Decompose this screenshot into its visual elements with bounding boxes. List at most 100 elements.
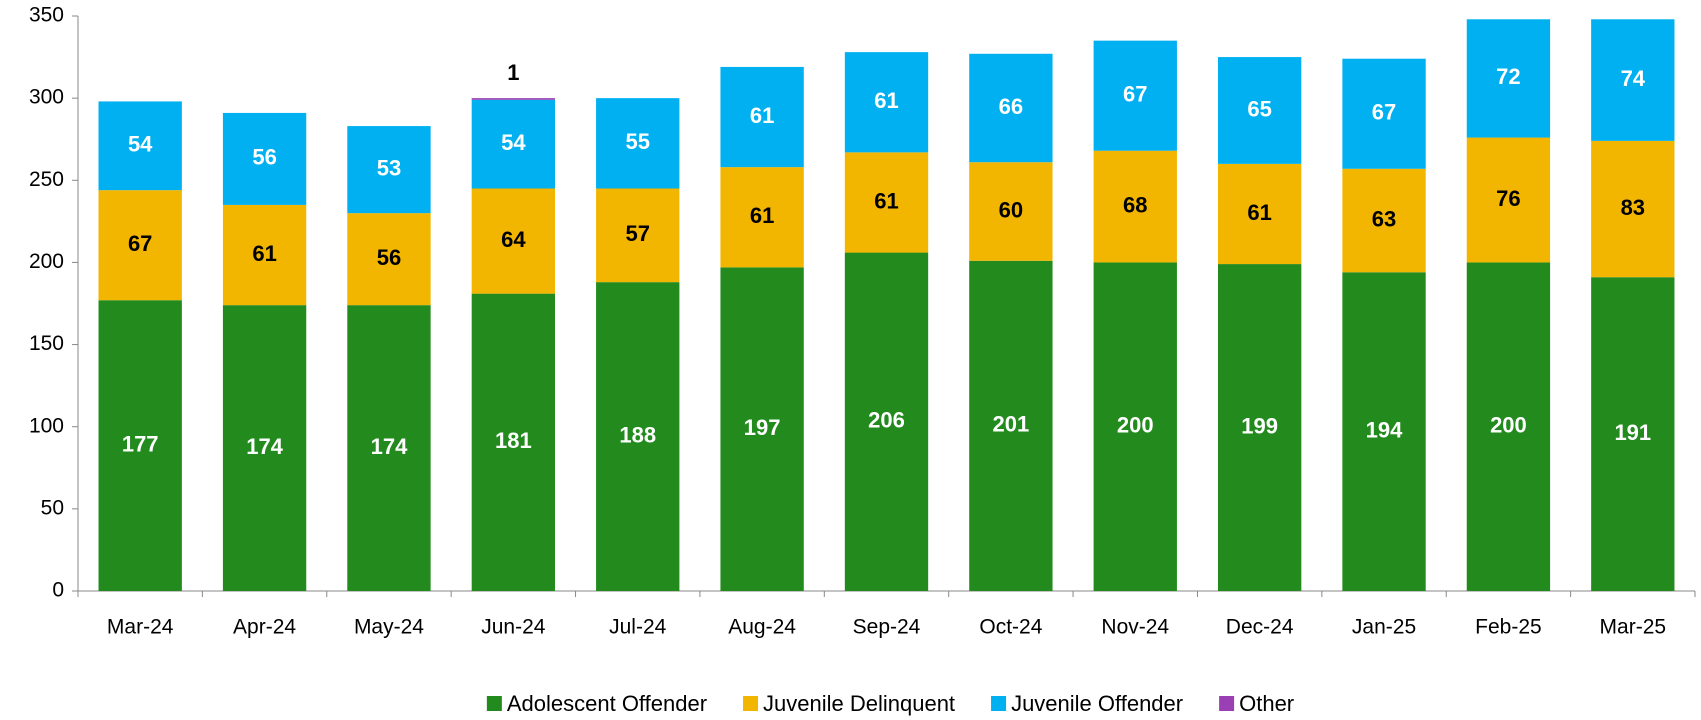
data-label: 66: [999, 94, 1023, 119]
y-tick-label: 200: [29, 250, 64, 273]
bar-segment: [1591, 140, 1675, 278]
x-tick-label: Feb-25: [1475, 616, 1542, 639]
bar-segment: [969, 53, 1053, 163]
y-tick-label: 150: [29, 332, 64, 355]
data-label: 199: [1241, 413, 1278, 438]
bar-segment: [471, 293, 556, 591]
bar-segment: [98, 300, 182, 591]
bar-segment: [347, 213, 431, 306]
data-label: 65: [1247, 96, 1271, 121]
legend-label: Juvenile Delinquent: [763, 691, 955, 716]
bar-segment: [222, 112, 307, 205]
data-label: 60: [999, 197, 1023, 222]
x-tick-label: Nov-24: [1101, 616, 1169, 639]
data-label: 188: [619, 422, 656, 447]
bar-segment: [471, 98, 556, 100]
x-tick-label: Oct-24: [979, 616, 1042, 639]
bar-segment: [1217, 163, 1302, 265]
bar-segment: [969, 260, 1053, 591]
data-label: 197: [744, 415, 781, 440]
x-tick-label: Mar-25: [1600, 616, 1667, 639]
x-tick-label: Apr-24: [233, 616, 296, 639]
data-label: 201: [993, 412, 1030, 437]
bar-segment: [1591, 277, 1675, 591]
bar-segment: [720, 66, 804, 168]
data-label: 67: [1123, 81, 1147, 106]
data-label: 61: [252, 241, 276, 266]
data-label: 53: [377, 155, 401, 180]
data-label: 206: [868, 408, 905, 433]
y-tick-label: 100: [29, 414, 64, 437]
y-tick-label: 300: [29, 86, 64, 109]
bar-segment: [1591, 19, 1675, 141]
data-label: 181: [495, 428, 532, 453]
data-label: 56: [252, 145, 276, 170]
data-label: 61: [874, 88, 898, 113]
bar-segment: [596, 188, 680, 283]
bar-segment: [222, 305, 307, 591]
data-label: 61: [1247, 200, 1271, 225]
data-label: 61: [874, 188, 898, 213]
bar-segment: [98, 101, 182, 191]
x-tick-label: Sep-24: [853, 616, 921, 639]
data-label: 56: [377, 245, 401, 270]
legend-swatch: [1219, 696, 1235, 711]
x-tick-label: Jun-24: [481, 616, 546, 639]
data-label: 174: [246, 434, 283, 459]
legend-label: Juvenile Offender: [1011, 691, 1183, 716]
bar-segment: [222, 204, 307, 306]
bar-segment: [844, 252, 929, 592]
data-label: 67: [128, 231, 152, 256]
data-label: 67: [1372, 100, 1396, 125]
bar-segment: [347, 305, 431, 591]
bar-segment: [471, 188, 556, 294]
bar-segment: [596, 282, 680, 591]
data-label: 177: [122, 431, 159, 456]
y-tick-label: 250: [29, 168, 64, 191]
bar-segment: [1466, 137, 1551, 263]
bar-segment: [1466, 262, 1551, 591]
data-label: 200: [1490, 413, 1527, 438]
x-tick-label: Mar-24: [107, 616, 174, 639]
bar-segment: [1342, 272, 1426, 591]
data-label: 76: [1496, 186, 1520, 211]
legend-swatch: [486, 696, 502, 711]
data-label: 191: [1614, 420, 1651, 445]
bar-segment: [98, 190, 182, 301]
legend-swatch: [991, 696, 1007, 711]
bar-segment: [1093, 150, 1177, 263]
legend-label: Other: [1239, 691, 1294, 716]
data-label: 174: [371, 434, 408, 459]
bar-segment: [844, 152, 929, 253]
bar-segment: [471, 99, 556, 189]
y-tick-label: 350: [29, 4, 64, 27]
data-label: 74: [1621, 66, 1646, 91]
data-label: 61: [750, 103, 774, 128]
bar-segment: [720, 267, 804, 591]
legend-label: Adolescent Offender: [507, 691, 707, 716]
data-label: 54: [501, 130, 526, 155]
bar-segment: [596, 98, 680, 189]
data-label: 68: [1123, 192, 1147, 217]
bar-segment: [1342, 168, 1426, 273]
data-label: 72: [1496, 64, 1520, 89]
bar-segment: [1217, 264, 1302, 591]
x-tick-label: May-24: [354, 616, 424, 639]
data-label: 194: [1366, 417, 1403, 442]
bar-segment: [720, 167, 804, 268]
x-tick-label: Dec-24: [1226, 616, 1294, 639]
x-tick-label: Jul-24: [609, 616, 667, 639]
x-tick-label: Aug-24: [728, 616, 796, 639]
bar-segment: [347, 126, 431, 214]
bar-segment: [844, 52, 929, 153]
data-label: 61: [750, 203, 774, 228]
bar-segment: [1093, 262, 1177, 591]
bar-segment: [1466, 19, 1551, 138]
y-tick-label: 0: [52, 579, 64, 602]
legend-swatch: [743, 696, 759, 711]
data-label: 57: [625, 221, 649, 246]
data-label: 64: [501, 227, 526, 252]
data-label: 1: [507, 60, 519, 85]
bar-segment: [1217, 57, 1302, 164]
